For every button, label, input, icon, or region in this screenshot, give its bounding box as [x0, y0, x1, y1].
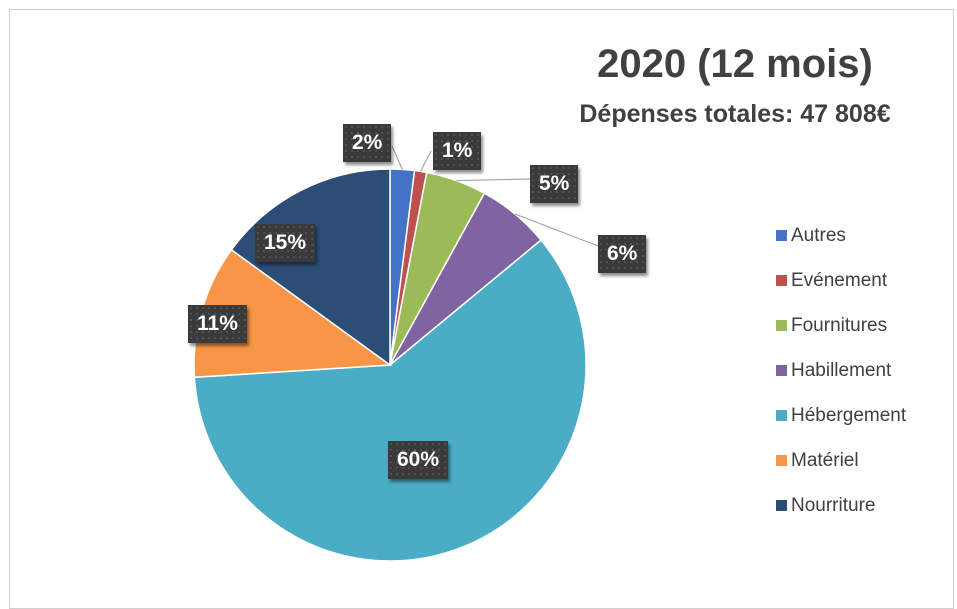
data-label-evenement: 1%: [433, 132, 482, 170]
pie-slice-hebergement: [193, 239, 587, 562]
data-label-nourriture: 15%: [255, 224, 316, 262]
legend-item-fournitures: Fournitures: [776, 303, 906, 348]
leader-line-evenement: [420, 150, 432, 172]
legend-label: Hébergement: [791, 404, 907, 426]
pie-chart: [193, 145, 599, 562]
legend-item-nourriture: Nourriture: [776, 483, 906, 528]
legend-swatch: [776, 320, 787, 331]
legend-swatch: [776, 275, 787, 286]
legend-item-materiel: Matériel: [776, 438, 906, 483]
legend-item-hebergement: Hébergement: [776, 393, 906, 438]
data-label-habillement: 6%: [598, 235, 647, 273]
data-label-fournitures: 5%: [530, 165, 579, 203]
data-label-autres: 2%: [343, 124, 392, 162]
data-label-materiel: 11%: [188, 305, 247, 343]
legend-label: Fournitures: [791, 314, 888, 336]
legend-label: Evénement: [791, 269, 888, 291]
legend-item-habillement: Habillement: [776, 348, 906, 393]
legend-swatch: [776, 230, 787, 241]
legend-swatch: [776, 365, 787, 376]
legend-swatch: [776, 410, 787, 421]
leader-line-habillement: [514, 213, 599, 247]
legend-item-autres: Autres: [776, 213, 906, 258]
legend-label: Autres: [791, 224, 846, 246]
chart-title: 2020 (12 mois): [597, 42, 873, 86]
legend-swatch: [776, 455, 787, 466]
legend-label: Matériel: [791, 449, 859, 471]
legend: Autres Evénement Fournitures Habillement Héb…: [776, 213, 906, 528]
legend-label: Habillement: [791, 359, 892, 381]
leader-line-autres: [391, 145, 403, 170]
leader-line-fournitures: [456, 178, 531, 182]
legend-item-evenement: Evénement: [776, 258, 906, 303]
legend-label: Nourriture: [791, 494, 876, 516]
chart-subtitle: Dépenses totales: 47 808€: [579, 100, 891, 128]
pie-slice-nourriture: [230, 168, 391, 367]
legend-swatch: [776, 500, 787, 511]
data-label-hebergement: 60%: [388, 441, 449, 479]
